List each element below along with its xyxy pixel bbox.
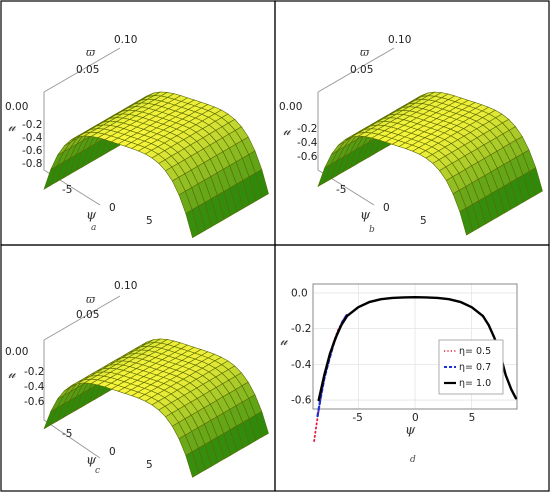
panel-a-x-tick-0: -5 (62, 184, 72, 196)
panel-d-plot-frame (312, 283, 518, 410)
y-tick-label: -0.4 (291, 359, 312, 371)
panel-d-legend: η= 0.5 η= 0.7 η= 1.0 (438, 339, 504, 395)
panel-c-y-tick-0: 0.00 (5, 346, 28, 358)
series-line-0 (313, 313, 348, 443)
panel-b-x-tick-2: 5 (420, 215, 427, 227)
panel-b-z-tick-1: -0.4 (297, 137, 318, 149)
panel-a-x-tick-2: 5 (146, 215, 153, 227)
x-tick-label: 0 (412, 412, 419, 424)
panel-b-z-tick-0: -0.2 (297, 123, 318, 135)
surface-face (185, 209, 200, 239)
panel-a: 0.00 0.05 0.10 ϖ -0.2 -0.4 -0.6 -0.8 𝓊 -… (5, 34, 269, 239)
panel-c-z-tick-1: -0.4 (24, 381, 45, 393)
y-tick-label: 0.0 (291, 287, 308, 299)
panel-c-surface (43, 338, 269, 478)
panel-a-z-label: 𝓊 (8, 120, 17, 135)
panel-a-y-tick-0: 0.00 (5, 101, 28, 113)
legend-label-eta07: η= 0.7 (459, 362, 491, 373)
panel-c-x-tick-2: 5 (146, 459, 153, 471)
panel-b-letter: b (369, 225, 375, 235)
surface-face (459, 207, 474, 236)
panel-b-x-label: ψ (360, 208, 371, 223)
panel-c-x-label: ψ (86, 453, 97, 468)
panel-c-x-tick-1: 0 (109, 446, 116, 458)
y-tick-label: -0.2 (291, 323, 312, 335)
panel-b-y-axis (317, 47, 395, 93)
panel-a-z-axis (43, 92, 101, 206)
panel-b-x-tick-0: -5 (336, 184, 346, 196)
y-tick-label: -0.6 (291, 395, 312, 407)
panel-a-y-axis (43, 47, 121, 93)
panel-b-y-tick-2: 0.10 (388, 34, 411, 46)
panel-d: -5 0 5 0.0 -0.2 -0.4 -0.6 𝓊 ψ d η= 0.5 η= 0.7 … (280, 283, 518, 465)
panel-a-z-tick-1: -0.4 (22, 132, 43, 144)
panel-c-z-tick-0: -0.2 (24, 366, 45, 378)
panel-b-z-tick-2: -0.6 (297, 151, 318, 163)
panel-c-z-label: 𝓊 (8, 367, 17, 382)
panel-d-letter: d (410, 455, 416, 465)
panel-a-z-tick-2: -0.6 (22, 145, 43, 157)
panel-c-z-tick-2: -0.6 (24, 396, 45, 408)
panel-b-z-axis (317, 92, 375, 206)
panel-d-frame (274, 244, 550, 492)
panel-a-y-label: ϖ (86, 46, 96, 59)
panel-b: 0.00 0.05 0.10 ϖ -0.2 -0.4 -0.6 𝓊 -5 0 5… (279, 34, 543, 236)
panel-a-x-tick-1: 0 (109, 202, 116, 214)
panel-d-x-label: ψ (405, 423, 416, 438)
panel-c-y-label: ϖ (86, 293, 96, 306)
panel-c: 0.00 0.05 0.10 ϖ -0.2 -0.4 -0.6 𝓊 -5 0 5… (5, 280, 269, 478)
panel-b-y-tick-0: 0.00 (279, 101, 302, 113)
panel-a-x-label: ψ (86, 208, 97, 223)
panel-b-x-tick-1: 0 (383, 202, 390, 214)
panel-c-y-axis (43, 295, 121, 341)
panel-c-letter: c (95, 466, 100, 476)
panel-a-y-tick-1: 0.05 (76, 64, 99, 76)
panel-c-y-tick-1: 0.05 (76, 309, 99, 321)
panel-a-letter: a (91, 223, 96, 233)
panel-c-x-tick-0: -5 (62, 428, 72, 440)
panel-b-z-label: 𝓊 (283, 124, 292, 139)
panel-b-y-label: ϖ (360, 46, 370, 59)
panel-d-y-label: 𝓊 (280, 334, 289, 349)
x-tick-label: -5 (352, 412, 362, 424)
panel-a-surface (43, 91, 269, 239)
panel-d-ticks: -5 0 5 0.0 -0.2 -0.4 -0.6 (291, 287, 475, 424)
x-tick-label: 5 (469, 412, 476, 424)
legend-label-eta10: η= 1.0 (459, 378, 491, 389)
series-line-1 (316, 313, 349, 418)
panel-b-surface (317, 91, 543, 236)
panel-a-z-tick-0: -0.2 (22, 119, 43, 131)
panel-b-y-tick-1: 0.05 (350, 64, 373, 76)
panel-a-z-tick-3: -0.8 (22, 158, 43, 170)
legend-label-eta05: η= 0.5 (459, 346, 491, 357)
panel-c-y-tick-2: 0.10 (114, 280, 137, 292)
panel-c-z-axis (43, 340, 101, 459)
surface-face (185, 451, 200, 478)
panel-a-y-tick-2: 0.10 (114, 34, 137, 46)
